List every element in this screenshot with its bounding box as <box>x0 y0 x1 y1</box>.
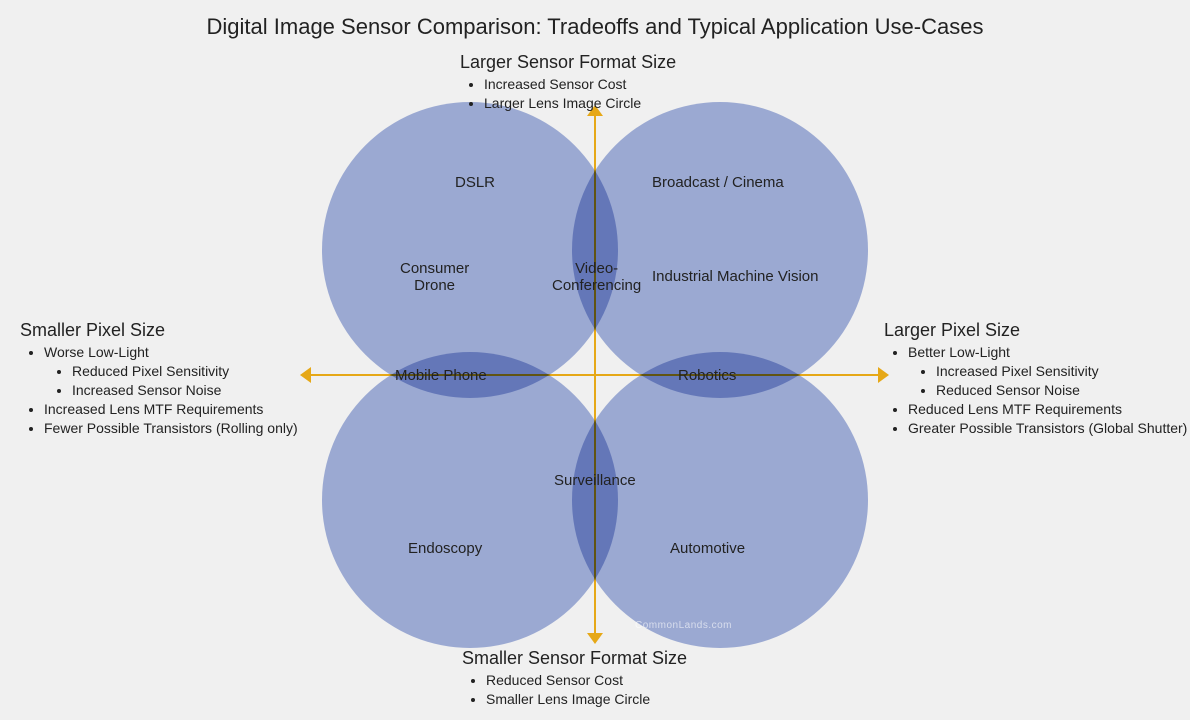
app-label: Endoscopy <box>408 540 482 557</box>
axis-bullet: Reduced Sensor Cost <box>486 671 782 690</box>
watermark-text: CommonLands.com <box>635 620 732 631</box>
axis-bullet: Fewer Possible Transistors (Rolling only… <box>44 419 320 438</box>
app-label: DSLR <box>455 174 495 191</box>
axis-bullet: Increased Sensor Cost <box>484 75 780 94</box>
app-label: Video- Conferencing <box>552 260 641 294</box>
axis-heading-top: Larger Sensor Format Size <box>460 52 780 73</box>
app-label: Broadcast / Cinema <box>652 174 784 191</box>
axis-bullet: Smaller Lens Image Circle <box>486 690 782 709</box>
axis-bullet: Greater Possible Transistors (Global Shu… <box>908 419 1190 438</box>
circle-bottom-right <box>572 352 868 648</box>
axis-bullet: Reduced Lens MTF Requirements <box>908 400 1190 419</box>
axis-heading-bottom: Smaller Sensor Format Size <box>462 648 782 669</box>
axis-bullet: Worse Low-LightReduced Pixel Sensitivity… <box>44 343 320 400</box>
app-label: Robotics <box>678 367 736 384</box>
axis-heading-left: Smaller Pixel Size <box>20 320 320 341</box>
axis-sub-bullet: Reduced Pixel Sensitivity <box>72 362 320 381</box>
app-label: Consumer Drone <box>400 260 469 294</box>
axis-label-top: Larger Sensor Format Size Increased Senso… <box>460 52 780 113</box>
app-label: Mobile Phone <box>395 367 487 384</box>
axis-sub-bullet: Increased Sensor Noise <box>72 381 320 400</box>
app-label: Surveillance <box>554 472 636 489</box>
axis-sub-bullet: Reduced Sensor Noise <box>936 381 1190 400</box>
axis-bullet: Larger Lens Image Circle <box>484 94 780 113</box>
axis-bullet: Increased Lens MTF Requirements <box>44 400 320 419</box>
app-label: Industrial Machine Vision <box>652 268 818 285</box>
arrow-head-down <box>587 633 603 644</box>
axis-heading-right: Larger Pixel Size <box>884 320 1190 341</box>
axis-label-right: Larger Pixel SizeBetter Low-LightIncreas… <box>884 320 1190 437</box>
axis-sub-bullet: Increased Pixel Sensitivity <box>936 362 1190 381</box>
axis-bullet: Better Low-LightIncreased Pixel Sensitiv… <box>908 343 1190 400</box>
app-label: Automotive <box>670 540 745 557</box>
axis-label-bottom: Smaller Sensor Format Size Reduced Sensor… <box>462 648 782 709</box>
axis-label-left: Smaller Pixel SizeWorse Low-LightReduced… <box>20 320 320 437</box>
